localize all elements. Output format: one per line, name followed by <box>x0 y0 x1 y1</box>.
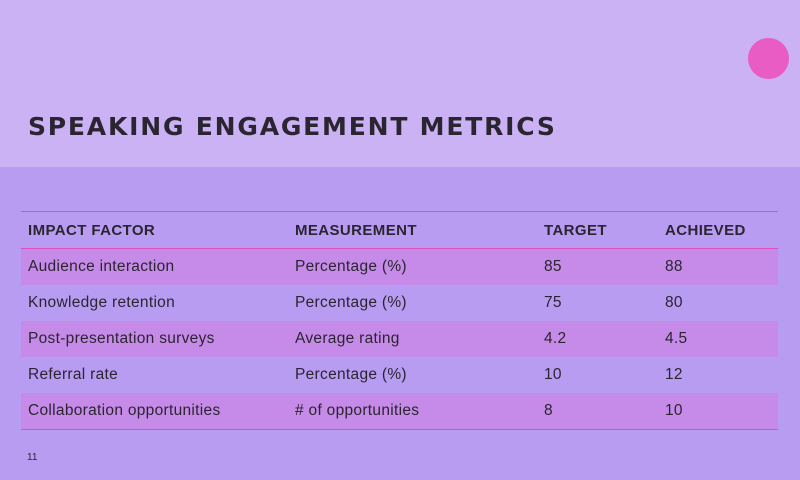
target-cell: 10 <box>544 366 562 383</box>
header-achieved: ACHIEVED <box>665 221 746 239</box>
target-cell: 85 <box>544 258 562 275</box>
target-cell: 75 <box>544 294 562 311</box>
achieved-cell: 80 <box>665 294 683 311</box>
measurement-cell: Percentage (%) <box>295 366 407 383</box>
table-row: Collaboration opportunities # of opportu… <box>21 393 778 430</box>
header-target: TARGET <box>544 221 607 239</box>
achieved-cell: 10 <box>665 402 683 419</box>
achieved-cell: 4.5 <box>665 330 688 347</box>
target-cell: 8 <box>544 402 553 419</box>
achieved-cell: 12 <box>665 366 683 383</box>
impact-factor-cell: Collaboration opportunities <box>28 402 221 419</box>
slide-title: SPEAKING ENGAGEMENT METRICS <box>28 112 557 141</box>
impact-factor-cell: Post-presentation surveys <box>28 330 215 347</box>
header-impact-factor: IMPACT FACTOR <box>28 221 156 239</box>
accent-circle <box>748 38 789 79</box>
measurement-cell: Average rating <box>295 330 400 347</box>
table-row: Referral rate Percentage (%) 10 12 <box>21 357 778 393</box>
table-row: Knowledge retention Percentage (%) 75 80 <box>21 285 778 321</box>
impact-factor-cell: Referral rate <box>28 366 119 383</box>
metrics-table: IMPACT FACTOR MEASUREMENT TARGET ACHIEVE… <box>21 211 778 430</box>
achieved-cell: 88 <box>665 258 683 275</box>
impact-factor-cell: Audience interaction <box>28 258 175 275</box>
impact-factor-cell: Knowledge retention <box>28 294 176 311</box>
page-number: 11 <box>27 452 38 463</box>
table-row: Audience interaction Percentage (%) 85 8… <box>21 248 778 285</box>
measurement-cell: Percentage (%) <box>295 258 407 275</box>
table-row: Post-presentation surveys Average rating… <box>21 321 778 357</box>
title-band <box>0 0 800 167</box>
table-header-row: IMPACT FACTOR MEASUREMENT TARGET ACHIEVE… <box>21 211 778 249</box>
target-cell: 4.2 <box>544 330 567 347</box>
measurement-cell: Percentage (%) <box>295 294 407 311</box>
header-measurement: MEASUREMENT <box>295 221 417 239</box>
measurement-cell: # of opportunities <box>295 402 420 419</box>
